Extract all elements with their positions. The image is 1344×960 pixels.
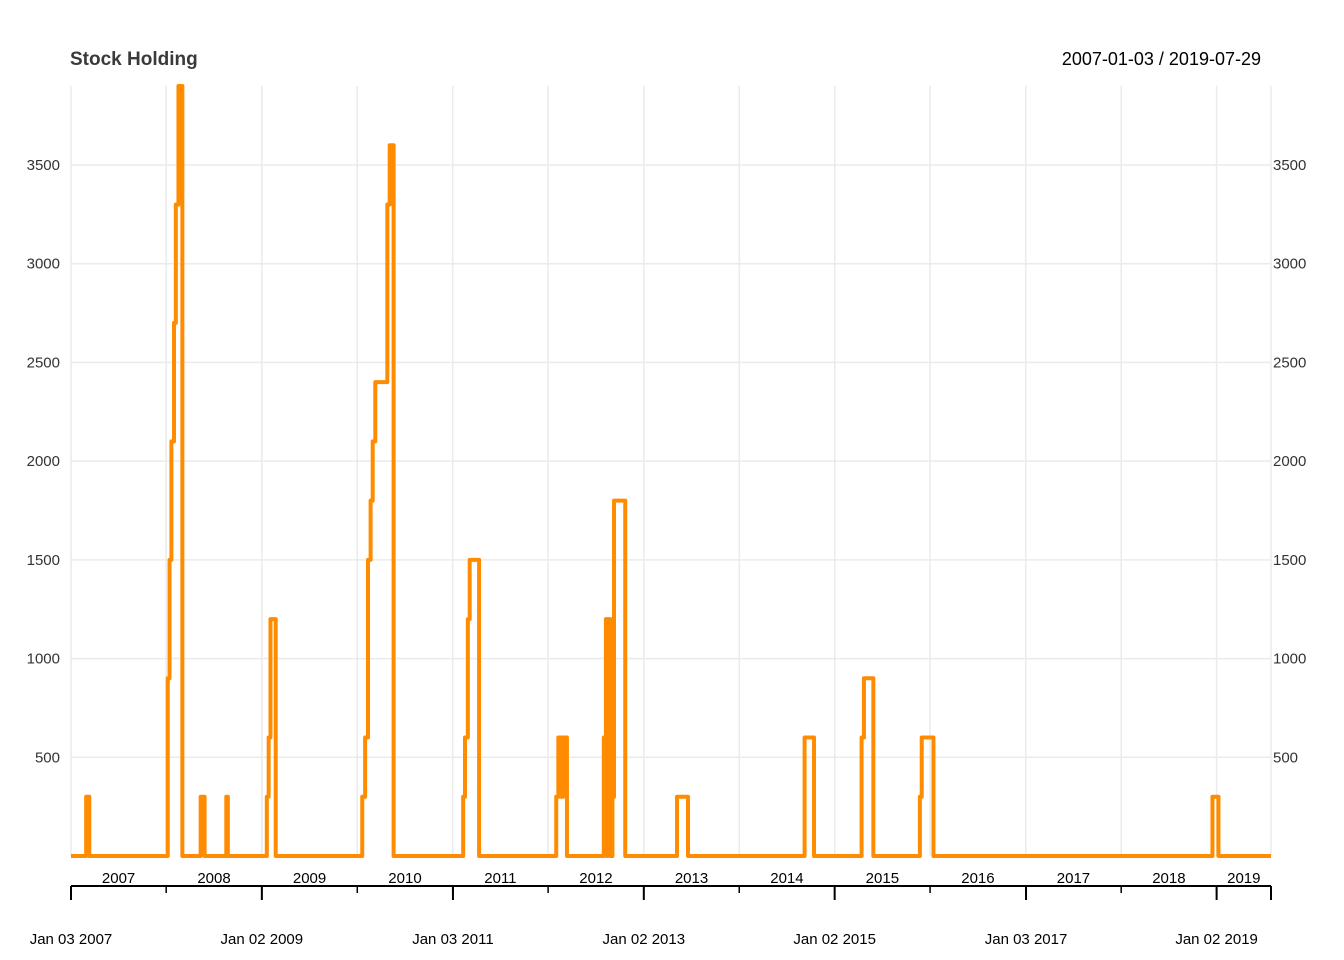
y-tick-label-left: 2500	[27, 354, 60, 371]
year-label: 2013	[675, 870, 708, 887]
date-tick-label: Jan 03 2007	[30, 931, 113, 948]
grid-layer	[70, 86, 1272, 856]
year-label: 2008	[197, 870, 230, 887]
y-tick-label-left: 2000	[27, 453, 60, 470]
date-tick-label: Jan 02 2015	[793, 931, 876, 948]
y-tick-label-left: 1000	[27, 651, 60, 668]
y-tick-label-left: 1500	[27, 552, 60, 569]
date-tick-label: Jan 03 2011	[412, 931, 493, 948]
year-label: 2014	[770, 870, 803, 887]
year-label: 2007	[102, 870, 135, 887]
year-label: 2009	[293, 870, 326, 887]
series-layer	[71, 84, 1271, 858]
y-tick-label-right: 1000	[1273, 651, 1306, 668]
year-label: 2010	[388, 870, 421, 887]
y-tick-label-right: 500	[1273, 749, 1298, 766]
year-label: 2019	[1227, 870, 1260, 887]
year-label: 2016	[961, 870, 994, 887]
series-line	[71, 84, 1271, 858]
y-tick-label-right: 2000	[1273, 453, 1306, 470]
y-tick-label-left: 500	[35, 749, 60, 766]
year-label: 2018	[1152, 870, 1185, 887]
date-tick-label: Jan 02 2019	[1175, 931, 1258, 948]
date-tick-label: Jan 02 2013	[603, 931, 686, 948]
y-tick-label-right: 2500	[1273, 354, 1306, 371]
date-range-label: 2007-01-03 / 2019-07-29	[1062, 49, 1261, 69]
year-label: 2011	[484, 870, 516, 887]
year-label: 2017	[1057, 870, 1090, 887]
date-tick-label: Jan 03 2017	[985, 931, 1068, 948]
y-tick-label-right: 3500	[1273, 157, 1306, 174]
year-label: 2015	[866, 870, 899, 887]
y-tick-label-left: 3500	[27, 157, 60, 174]
y-axis-ticks: 500 500 1000 1000 1500 1500 2000 2000 2500 2500 30…	[27, 157, 1307, 766]
chart-title: Stock Holding	[70, 49, 198, 70]
y-tick-label-right: 1500	[1273, 552, 1306, 569]
x-axis: 2007 2008 2009 2010 2011 2012 2013 2014 2015 2016…	[30, 870, 1272, 948]
y-tick-label-right: 3000	[1273, 256, 1306, 273]
y-tick-label-left: 3000	[27, 256, 60, 273]
year-label: 2012	[579, 870, 612, 887]
date-tick-label: Jan 02 2009	[221, 931, 304, 948]
